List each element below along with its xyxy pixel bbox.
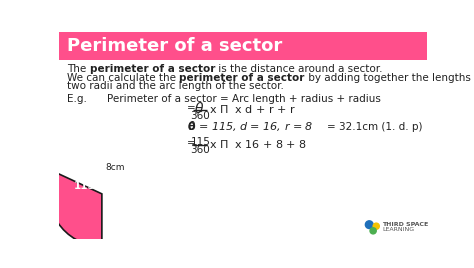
Text: THIRD SPACE: THIRD SPACE — [383, 222, 428, 227]
Text: 8cm: 8cm — [106, 163, 125, 172]
Text: perimeter of a sector: perimeter of a sector — [90, 65, 215, 75]
Text: by adding together the lengths of the: by adding together the lengths of the — [305, 73, 474, 83]
Text: 360: 360 — [191, 145, 210, 155]
Text: is the distance around a sector.: is the distance around a sector. — [215, 65, 383, 75]
Text: =: = — [187, 138, 196, 148]
Wedge shape — [49, 172, 102, 246]
Text: LEARNING: LEARNING — [383, 227, 415, 232]
Text: perimeter of a sector: perimeter of a sector — [179, 73, 305, 83]
Text: E.g.: E.g. — [67, 94, 87, 104]
Text: =: = — [187, 103, 196, 113]
Text: $\theta$: $\theta$ — [194, 102, 205, 117]
Text: Perimeter of a sector: Perimeter of a sector — [67, 37, 282, 55]
Text: $\theta$: $\theta$ — [187, 120, 196, 133]
Text: Perimeter of a sector = Arc length + radius + radius: Perimeter of a sector = Arc length + rad… — [107, 94, 381, 104]
Circle shape — [365, 221, 373, 229]
Text: We can calculate the: We can calculate the — [67, 73, 179, 83]
Text: 115: 115 — [191, 137, 210, 147]
Text: The: The — [67, 65, 90, 75]
Text: $\bf{\theta}$ = 115, d = 16, r = 8: $\bf{\theta}$ = 115, d = 16, r = 8 — [187, 120, 314, 133]
Circle shape — [373, 223, 379, 229]
Text: x $\Pi$  x 16 + 8 + 8: x $\Pi$ x 16 + 8 + 8 — [209, 138, 307, 150]
Circle shape — [370, 228, 376, 234]
Text: 115: 115 — [74, 181, 96, 191]
Bar — [59, 32, 427, 60]
Text: two radii and the arc length of the sector.: two radii and the arc length of the sect… — [67, 81, 284, 91]
Text: = 32.1cm (1. d. p): = 32.1cm (1. d. p) — [327, 122, 422, 132]
Text: x $\Pi$  x d + r + r: x $\Pi$ x d + r + r — [209, 103, 295, 115]
Text: 360: 360 — [191, 111, 210, 121]
